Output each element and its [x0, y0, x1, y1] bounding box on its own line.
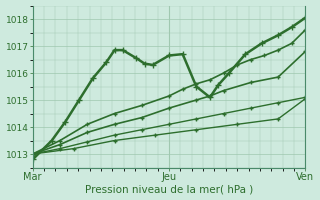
X-axis label: Pression niveau de la mer( hPa ): Pression niveau de la mer( hPa )	[85, 184, 253, 194]
